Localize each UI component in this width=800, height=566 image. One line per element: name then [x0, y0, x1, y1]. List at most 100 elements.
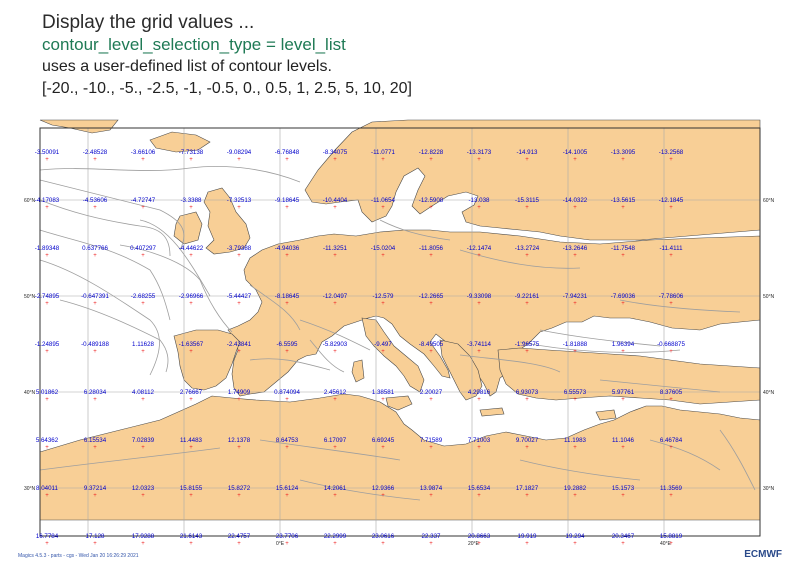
contour-line [299, 319, 371, 351]
grid-value-label: 12.9366 [372, 485, 395, 492]
grid-point-marker: + [189, 397, 193, 403]
contour-line [649, 439, 721, 471]
grid-value-label: -4.72747 [131, 197, 156, 204]
grid-point-marker: + [333, 493, 337, 499]
grid-point-marker: + [429, 157, 433, 163]
grid-value-label: 5.97761 [612, 389, 635, 396]
grid-point-marker: + [141, 253, 145, 259]
land-north-africa [39, 393, 761, 521]
grid-value-label: 11.4483 [180, 437, 202, 444]
grid-point-marker: + [621, 253, 625, 259]
grid-point-marker: + [189, 349, 193, 355]
contour-line [39, 166, 301, 183]
grid-point-marker: + [189, 445, 193, 451]
grid-point-marker: + [477, 253, 481, 259]
grid-point-marker: + [141, 397, 145, 403]
grid-value-label: 11.1983 [564, 437, 586, 444]
grid-value-labels: +-3.50091+-2.48528+-3.66106+-7.73138+-9.… [35, 149, 686, 547]
grid-point-marker: + [573, 301, 577, 307]
grid-point-marker: + [237, 493, 241, 499]
grid-value-label: -13.2646 [563, 245, 588, 252]
grid-value-label: -11.8056 [419, 245, 444, 252]
grid-point-marker: + [429, 445, 433, 451]
grid-value-label: 0.874094 [274, 389, 300, 396]
contour-line [719, 429, 756, 491]
ecmwf-logo-text: ECMWF [744, 549, 782, 560]
grid-point-marker: + [45, 253, 49, 259]
grid-value-label: -1.24895 [35, 341, 60, 348]
lat-label-left: 30°N [24, 486, 36, 492]
grid-value-label: 5.01862 [36, 389, 59, 396]
grid-point-marker: + [669, 349, 673, 355]
grid-value-label: 4.08112 [132, 389, 154, 396]
grid-point-marker: + [669, 253, 673, 259]
grid-value-label: 12.1378 [228, 437, 251, 444]
grid-value-label: -1.81888 [563, 341, 588, 348]
grid-value-label: -13.2724 [515, 245, 540, 252]
grid-point-marker: + [285, 493, 289, 499]
grid-point-marker: + [93, 397, 97, 403]
land-scandinavia [304, 119, 761, 241]
grid-point-marker: + [669, 493, 673, 499]
contour-line [39, 229, 171, 321]
grid-point-marker: + [45, 301, 49, 307]
grid-point-marker: + [93, 541, 97, 547]
grid-point-marker: + [429, 205, 433, 211]
grid-value-label: 7.71003 [468, 437, 491, 444]
grid-value-label: 0.407297 [130, 245, 156, 252]
ecmwf-logo: ECMWF [744, 549, 782, 560]
grid-value-label: -1.89348 [35, 245, 60, 252]
grid-point-marker: + [573, 157, 577, 163]
grid-point-marker: + [237, 253, 241, 259]
contour-line [459, 249, 581, 269]
grid-point-marker: + [237, 301, 241, 307]
grid-point-marker: + [93, 205, 97, 211]
grid-value-label: -12.5908 [419, 197, 444, 204]
grid-value-label: -8.49505 [419, 341, 444, 348]
grid-point-marker: + [189, 301, 193, 307]
grid-point-marker: + [525, 157, 529, 163]
grid-point-marker: + [621, 157, 625, 163]
grid-point-marker: + [573, 541, 577, 547]
grid-value-label: -6.76848 [275, 149, 300, 156]
grid-point-marker: + [669, 397, 673, 403]
grid-point-marker: + [333, 253, 337, 259]
grid-point-marker: + [525, 493, 529, 499]
lat-label-left: 50°N [24, 294, 36, 300]
grid-value-label: 2.45612 [324, 389, 347, 396]
grid-value-label: -11.4111 [659, 245, 683, 252]
grid-value-label: -7.69036 [611, 293, 636, 300]
grid-value-label: 22.2999 [324, 533, 347, 540]
contour-line [619, 299, 741, 313]
grid-value-label: 15.8155 [180, 485, 203, 492]
grid-point-marker: + [573, 205, 577, 211]
grid-value-label: -3.66106 [131, 149, 156, 156]
grid-value-label: -1.96575 [515, 341, 540, 348]
grid-point-marker: + [333, 445, 337, 451]
lat-label-left: 60°N [24, 198, 36, 204]
contour-line [249, 284, 301, 331]
grid-point-marker: + [429, 397, 433, 403]
grid-value-label: 15.8819 [660, 533, 683, 540]
grid-value-label: 22.4757 [228, 533, 251, 540]
grid-value-label: -3.79388 [227, 245, 252, 252]
grid-point-marker: + [525, 349, 529, 355]
grid-point-marker: + [573, 493, 577, 499]
grid-point-marker: + [93, 157, 97, 163]
grid-value-label: 8.37605 [660, 389, 683, 396]
grid-value-label: 1.38581 [372, 389, 395, 396]
title-line-3: uses a user-defined list of contour leve… [42, 58, 332, 75]
grid-point-marker: + [381, 349, 385, 355]
grid-point-marker: + [621, 349, 625, 355]
grid-value-label: -9.33098 [467, 293, 492, 300]
grid-point-marker: + [429, 349, 433, 355]
title-line-4: [-20., -10., -5., -2.5, -1, -0.5, 0., 0.… [42, 80, 412, 97]
grid-value-label: 12.0323 [132, 485, 155, 492]
grid-point-marker: + [477, 493, 481, 499]
grid-point-marker: + [45, 205, 49, 211]
land-anatolia [497, 347, 761, 405]
grid-point-marker: + [669, 445, 673, 451]
grid-value-label: -13.3173 [467, 149, 492, 156]
grid-value-label: -14.913 [517, 149, 539, 156]
